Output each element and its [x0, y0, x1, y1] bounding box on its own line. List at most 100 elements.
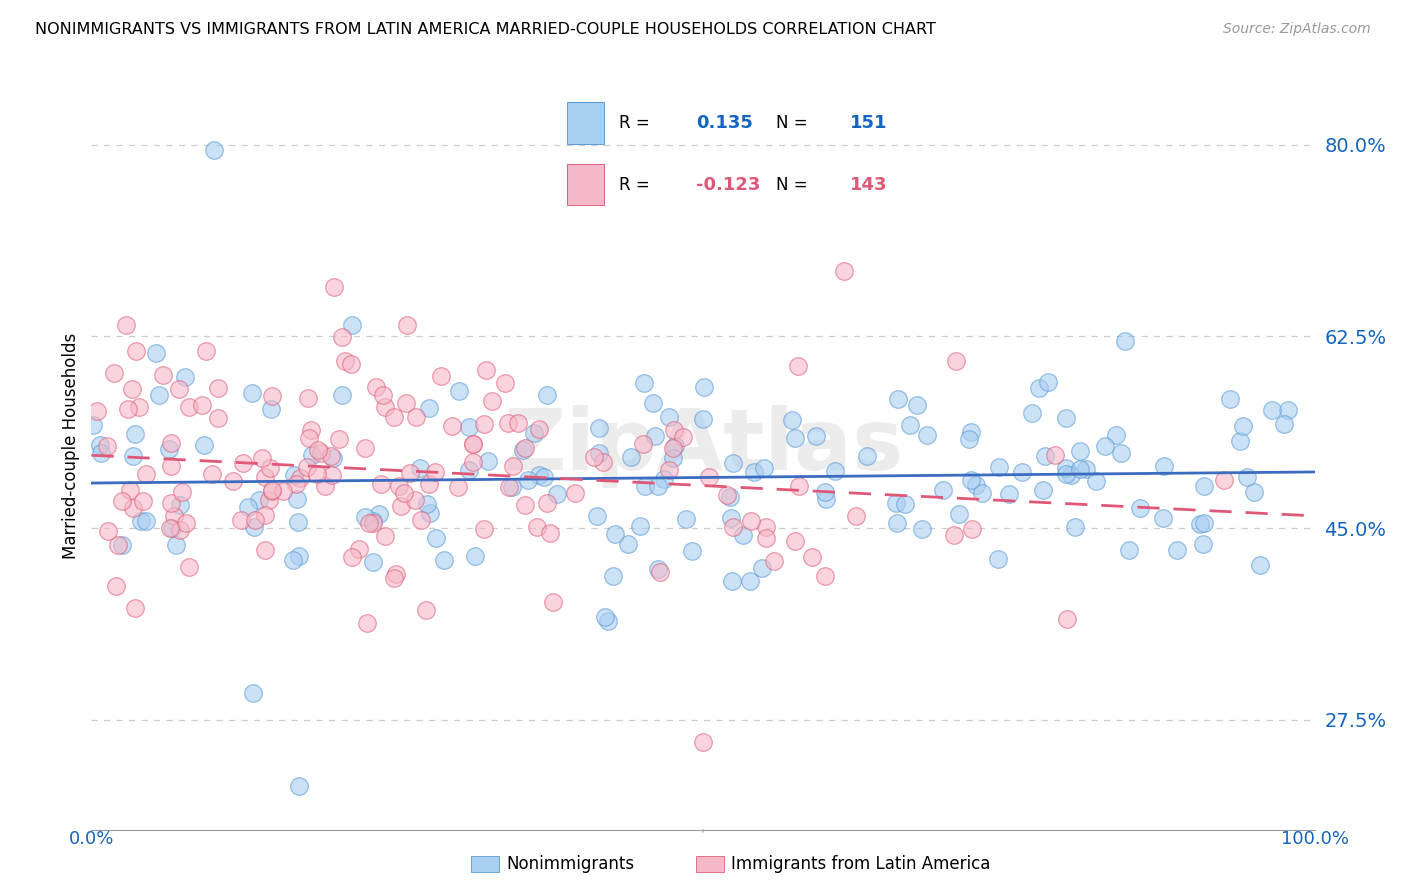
Point — [285, 492, 308, 507]
Point — [430, 369, 453, 384]
Point — [404, 492, 426, 507]
Point — [107, 538, 129, 552]
Point — [283, 468, 305, 483]
Point — [330, 388, 353, 402]
Point — [472, 522, 495, 536]
Point — [1063, 520, 1085, 534]
Point — [592, 455, 614, 469]
Point — [357, 516, 380, 531]
Point — [603, 527, 626, 541]
Point — [440, 419, 463, 434]
Point — [309, 446, 332, 460]
Point — [287, 549, 309, 564]
Point — [1261, 403, 1284, 417]
Point — [260, 402, 283, 417]
Point — [616, 537, 638, 551]
Point — [644, 429, 666, 443]
Point — [692, 412, 714, 426]
Point — [281, 552, 304, 566]
Point — [481, 394, 503, 409]
Point — [394, 485, 416, 500]
Point — [354, 441, 377, 455]
Point — [786, 359, 808, 373]
Point — [1069, 444, 1091, 458]
Point — [814, 492, 837, 507]
Point — [1011, 465, 1033, 479]
Point — [202, 143, 225, 157]
Point — [1074, 461, 1097, 475]
Point — [755, 520, 778, 534]
Point — [290, 471, 312, 485]
Point — [675, 512, 697, 526]
Point — [1054, 467, 1077, 481]
Point — [942, 528, 965, 542]
Point — [322, 451, 344, 466]
Point — [814, 484, 837, 499]
Point — [361, 516, 384, 531]
Point — [169, 498, 191, 512]
Point — [582, 450, 605, 465]
Point — [395, 318, 418, 333]
Text: Immigrants from Latin America: Immigrants from Latin America — [731, 855, 990, 873]
Point — [1272, 417, 1295, 432]
Point — [652, 472, 675, 486]
Point — [242, 685, 264, 699]
Point — [253, 470, 276, 484]
Point — [1249, 558, 1271, 573]
Point — [121, 382, 143, 396]
Point — [720, 511, 742, 525]
Point — [911, 523, 934, 537]
Point — [948, 507, 970, 521]
Point — [260, 483, 283, 498]
Point — [633, 376, 655, 390]
Point — [1129, 500, 1152, 515]
Point — [415, 603, 437, 617]
Text: Nonimmigrants: Nonimmigrants — [506, 855, 634, 873]
Point — [1084, 474, 1107, 488]
Point — [370, 477, 392, 491]
Point — [297, 430, 319, 444]
Point — [179, 559, 201, 574]
Point — [418, 401, 440, 416]
Point — [1021, 406, 1043, 420]
Point — [536, 495, 558, 509]
Point — [620, 450, 643, 465]
Point — [631, 436, 654, 450]
Point — [932, 483, 955, 497]
Point — [128, 400, 150, 414]
Point — [662, 451, 685, 466]
Point — [662, 423, 685, 437]
Point — [596, 614, 619, 628]
Point — [965, 478, 987, 492]
Point — [513, 498, 536, 512]
Point — [319, 449, 342, 463]
Point — [742, 465, 765, 479]
Point — [253, 542, 276, 557]
Point — [751, 560, 773, 574]
Point — [177, 401, 200, 415]
Point — [174, 516, 197, 530]
Point — [121, 450, 143, 464]
Point — [513, 441, 536, 455]
Point — [1192, 479, 1215, 493]
Point — [135, 467, 157, 481]
Point — [368, 508, 391, 522]
Point — [533, 469, 555, 483]
Point — [801, 549, 824, 564]
Point — [957, 432, 980, 446]
Point — [96, 438, 118, 452]
Point — [287, 515, 309, 529]
Point — [288, 779, 311, 793]
Point — [169, 523, 191, 537]
Point — [172, 484, 194, 499]
Point — [721, 456, 744, 470]
Point — [409, 460, 432, 475]
Point — [945, 354, 967, 368]
Point — [740, 514, 762, 528]
Point — [159, 521, 181, 535]
Point — [243, 513, 266, 527]
Point — [250, 450, 273, 465]
Point — [1189, 516, 1212, 531]
Point — [374, 400, 396, 414]
Point — [546, 487, 568, 501]
